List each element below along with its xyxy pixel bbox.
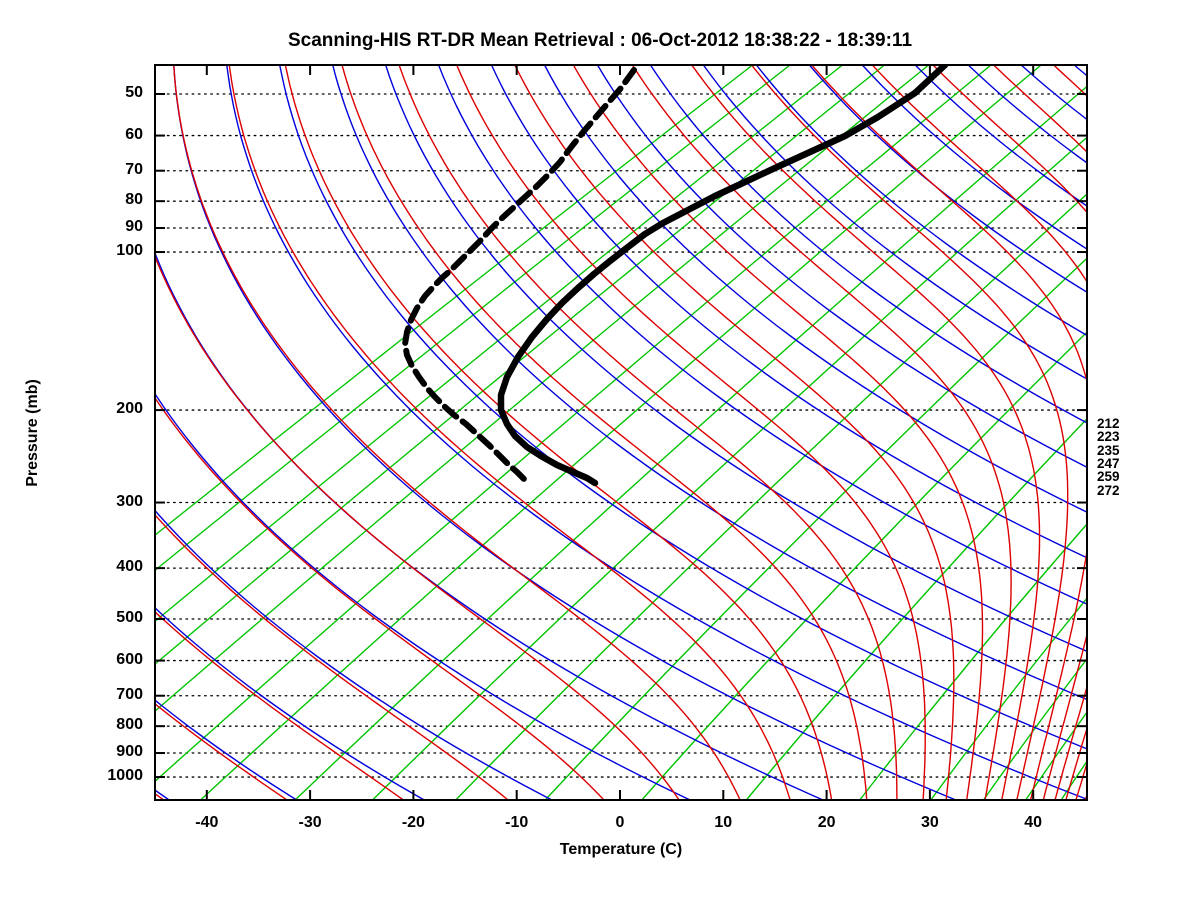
pseudo-adiabat-line xyxy=(871,65,1087,800)
pseudo-adiabat-line xyxy=(1131,65,1200,800)
theta-e-right-label: 259 xyxy=(1097,469,1120,484)
pressure-tick-label: 700 xyxy=(116,685,143,703)
dry-adiabat-line xyxy=(650,65,1087,424)
pressure-tick-label: 1000 xyxy=(107,767,143,785)
pseudo-adiabat-line xyxy=(691,65,1041,800)
mixing-ratio-line xyxy=(640,331,1087,800)
dry-adiabat-line xyxy=(544,65,1087,513)
dry-adiabat-line xyxy=(703,65,1087,380)
dry-adiabat-line xyxy=(491,65,1087,559)
mixing-ratio-line xyxy=(544,257,1087,800)
pressure-tick-label: 60 xyxy=(125,125,143,143)
pressure-tick-label: 400 xyxy=(116,558,143,576)
pressure-tick-label: 900 xyxy=(116,743,143,761)
mixing-ratio-line xyxy=(1060,760,1087,800)
temperature-tick-label: -10 xyxy=(505,814,529,831)
pseudo-adiabat-line xyxy=(456,65,926,800)
theta-e-right-label: 247 xyxy=(1097,456,1120,471)
temperature-tick-label: 20 xyxy=(817,814,836,831)
temperature-tick-label: 0 xyxy=(615,814,625,831)
theta-e-right-label: 212 xyxy=(1097,416,1120,431)
temperature-tick-label: 30 xyxy=(920,814,939,831)
theta-e-right-label: 223 xyxy=(1097,429,1120,444)
pseudo-adiabat-line xyxy=(155,702,288,800)
dry-adiabat-line xyxy=(226,65,1087,800)
pseudo-adiabat-line xyxy=(155,610,405,800)
pseudo-adiabat-line xyxy=(1125,65,1200,800)
mixing-ratio-line xyxy=(858,522,1087,800)
pressure-tick-label: 600 xyxy=(116,650,143,668)
dry-adiabat-line xyxy=(173,65,958,800)
dry-adiabat-line xyxy=(332,65,1087,701)
chart-title: Scanning-HIS RT-DR Mean Retrieval : 06-O… xyxy=(287,30,913,51)
dry-adiabat-line xyxy=(862,65,1087,250)
mixing-ratio-line xyxy=(155,65,993,783)
dry-adiabat-line xyxy=(438,65,1087,605)
dry-adiabat-line xyxy=(385,65,1087,653)
dry-adiabat-line xyxy=(809,65,1087,294)
mixing-ratio-line xyxy=(155,65,844,623)
pseudo-adiabat-line xyxy=(572,65,984,800)
pseudo-adiabat-line xyxy=(1144,65,1200,800)
pseudo-adiabat-line xyxy=(155,513,509,800)
temperature-tick-label: 10 xyxy=(714,814,733,831)
pseudo-adiabat-line xyxy=(1110,65,1200,800)
pseudo-adiabat-line xyxy=(1118,65,1200,800)
pressure-tick-label: 50 xyxy=(125,84,143,101)
pressure-tick-label: 100 xyxy=(116,242,143,260)
temperature-tick-label: 40 xyxy=(1024,814,1043,831)
pressure-tick-label: 90 xyxy=(125,218,143,236)
pressure-tick-label: 800 xyxy=(116,716,143,734)
temperature-tick-label: -30 xyxy=(298,814,322,831)
pseudo-adiabat-line xyxy=(284,65,833,800)
dry-adiabat-line xyxy=(279,65,1087,750)
pressure-tick-label: 200 xyxy=(116,400,143,418)
pseudo-adiabat-line xyxy=(398,65,898,800)
mixing-ratio-line xyxy=(155,65,754,537)
pressure-tick-label: 70 xyxy=(125,160,143,178)
dry-adiabat-line xyxy=(915,65,1087,207)
pressure-tick-label: 80 xyxy=(125,191,143,209)
mixing-ratio-line xyxy=(929,597,1087,800)
pseudo-adiabat-line xyxy=(173,65,741,800)
mixing-ratio-line xyxy=(199,65,1043,800)
pseudo-adiabat-line xyxy=(155,396,605,800)
mixing-ratio-line xyxy=(982,657,1087,800)
temperature-tick-label: -20 xyxy=(401,814,425,831)
pseudo-adiabat-line xyxy=(1138,65,1200,800)
theta-e-right-label: 235 xyxy=(1097,443,1120,458)
temperature-profile-line xyxy=(497,65,949,487)
x-axis-label: Temperature (C) xyxy=(559,841,683,858)
pseudo-adiabat-line xyxy=(514,65,955,800)
pseudo-adiabat-line xyxy=(811,65,1087,800)
mixing-ratio-line xyxy=(371,136,1087,800)
mixing-ratio-line xyxy=(294,85,1087,800)
plot-area xyxy=(155,65,1200,806)
dry-adiabat-line xyxy=(155,509,554,800)
dry-adiabat-line xyxy=(155,392,692,800)
temperature-tick-label: -40 xyxy=(195,814,219,831)
pseudo-adiabat-line xyxy=(155,254,680,800)
mixing-ratio-line xyxy=(454,193,1087,800)
pseudo-adiabat-line xyxy=(750,65,1069,800)
dry-adiabat-line xyxy=(155,606,426,800)
pressure-tick-label: 300 xyxy=(116,492,143,510)
dry-adiabat-line xyxy=(1074,65,1087,77)
dry-adiabat-line xyxy=(1128,66,1200,806)
mixing-ratio-line xyxy=(745,417,1087,800)
pseudo-adiabat-line xyxy=(932,65,1087,800)
theta-e-right-label: 272 xyxy=(1097,483,1120,498)
y-axis-label: Pressure (mb) xyxy=(24,379,41,487)
mixing-ratio-line xyxy=(155,65,792,572)
dry-adiabat-line xyxy=(597,65,1087,469)
dewpoint-profile-line xyxy=(402,67,637,483)
pseudo-adiabat-line xyxy=(341,65,868,800)
dry-adiabat-line xyxy=(756,65,1087,337)
pseudo-adiabat-line xyxy=(228,65,791,800)
pseudo-adiabat-line xyxy=(1052,65,1087,800)
dry-adiabat-line xyxy=(1181,66,1200,806)
pressure-tick-label: 500 xyxy=(116,609,143,626)
